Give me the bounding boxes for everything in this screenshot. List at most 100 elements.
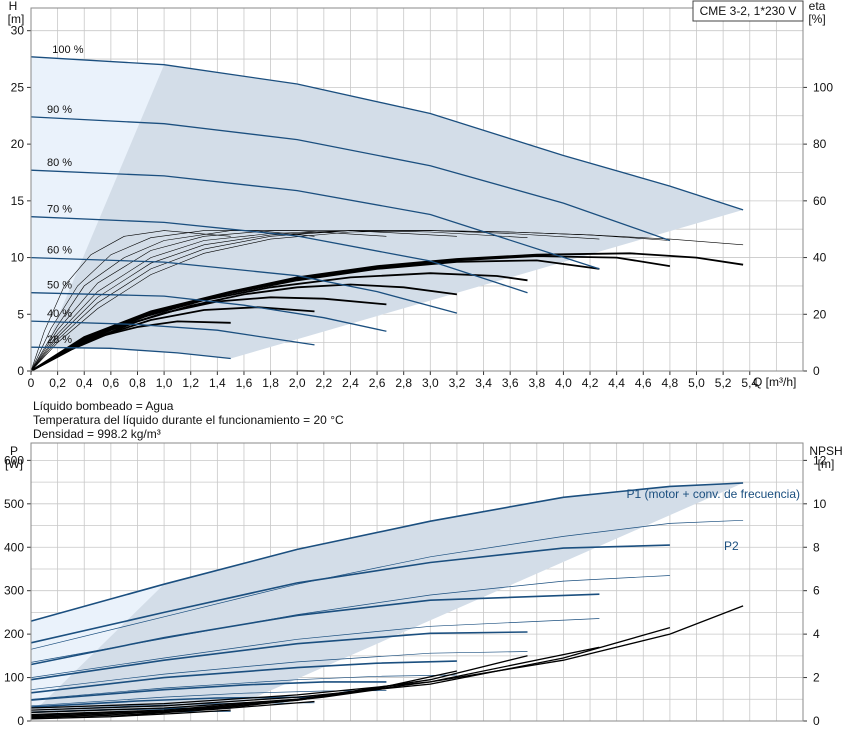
y2-tick-label: 2 <box>813 671 820 685</box>
x-tick-label: 3,6 <box>502 376 519 390</box>
x-axis-label: Q [m³/h] <box>753 375 796 389</box>
x-tick-label: 1,0 <box>156 376 173 390</box>
eta-partload-curve <box>30 230 231 372</box>
npsh-curve <box>30 687 387 718</box>
plot-frame <box>30 7 804 372</box>
p1-curve <box>30 593 600 666</box>
speed-label: 90 % <box>47 104 72 116</box>
speed-label: 40 % <box>47 308 72 320</box>
x-tick-label: 0 <box>28 376 35 390</box>
x-tick-label: 1,6 <box>236 376 253 390</box>
y2-axis-label: NPSH <box>809 444 842 458</box>
npsh-curve <box>30 709 231 720</box>
y-tick-label: 10 <box>11 251 25 265</box>
x-tick-label: 3,8 <box>528 376 545 390</box>
y2-axis-label: eta <box>809 0 826 13</box>
head-curve <box>30 169 600 270</box>
p1-curve <box>30 681 387 701</box>
eta-curve <box>30 320 231 372</box>
y-axis-unit: [m] <box>8 12 25 26</box>
eta-partload-curve <box>30 230 528 372</box>
x-tick-label: 4,0 <box>555 376 572 390</box>
p2-curve <box>30 618 600 678</box>
x-tick-label: 3,0 <box>422 376 439 390</box>
y-axis-label: H <box>9 0 18 13</box>
x-tick-label: 2,2 <box>315 376 332 390</box>
head-curve <box>30 292 387 332</box>
x-tick-label: 3,2 <box>449 376 466 390</box>
y-tick-label: 100 <box>4 671 24 685</box>
x-tick-label: 3,4 <box>475 376 492 390</box>
y-tick-label: 15 <box>11 194 25 208</box>
model-label-box: CME 3-2, 1*230 V <box>692 0 804 22</box>
eta-partload-curve <box>30 230 387 372</box>
x-tick-label: 5,4 <box>741 376 758 390</box>
p1-label: P1 (motor + conv. de frecuencia) <box>626 487 800 501</box>
speed-label: 80 % <box>47 157 72 169</box>
power-plot: 0 100 200 300 400 500 600 0 2 4 6 8 10 12 P[W] NPSH[m] P… <box>4 442 843 728</box>
y2-tick-label: 100 <box>813 80 833 94</box>
y2-tick-label: 20 <box>813 307 827 321</box>
speed-label: 70 % <box>47 204 72 216</box>
model-label: CME 3-2, 1*230 V <box>700 4 797 18</box>
y-tick-label: 300 <box>4 584 24 598</box>
y-tick-label: 25 <box>11 80 25 94</box>
info-fluid: Líquido bombeado = Agua <box>33 399 174 413</box>
eta-partload-curve <box>30 230 670 372</box>
p1-curve <box>30 631 528 681</box>
y-axis-label: P <box>10 444 18 458</box>
head-curve <box>30 216 528 294</box>
y2-tick-label: 60 <box>813 194 827 208</box>
eta-curve <box>30 255 671 372</box>
y-tick-label: 5 <box>17 307 24 321</box>
p2-label: P2 <box>724 539 739 553</box>
y-tick-label: 500 <box>4 497 24 511</box>
head-curve <box>30 320 315 346</box>
low-flow-area <box>31 56 165 371</box>
plot-frame <box>30 442 804 722</box>
head-plot: 0 5 10 15 20 25 30 0 20 40 60 80 100 0 0,2 0,4 0,6 0,8 1,0… <box>8 0 834 390</box>
eta-partload-curve <box>30 230 600 372</box>
npsh-curve <box>30 655 528 716</box>
y2-axis-unit: [m] <box>818 457 835 471</box>
p2-curve <box>30 519 744 650</box>
x-tick-label: 0,2 <box>49 376 66 390</box>
y2-tick-label: 0 <box>813 364 820 378</box>
operating-area <box>31 56 744 359</box>
y-tick-label: 20 <box>11 137 25 151</box>
y-tick-label: 600 <box>4 453 24 467</box>
y-axis-unit: [W] <box>5 457 23 471</box>
x-tick-label: 0,8 <box>129 376 146 390</box>
p1-curve <box>30 482 744 622</box>
p2-curve <box>30 674 457 700</box>
power-low-flow-area <box>31 584 165 713</box>
x-tick-label: 5,0 <box>688 376 705 390</box>
x-tick-label: 4,2 <box>582 376 599 390</box>
y-tick-label: 30 <box>11 24 25 38</box>
y2-tick-label: 12 <box>813 453 827 467</box>
x-tick-label: 0,4 <box>76 376 93 390</box>
x-tick-label: 1,4 <box>209 376 226 390</box>
y2-tick-label: 8 <box>813 540 820 554</box>
head-curve <box>30 256 458 314</box>
y-tick-label: 0 <box>17 364 24 378</box>
y2-tick-label: 0 <box>813 714 820 728</box>
speed-label: 50 % <box>47 280 72 292</box>
info-temperature: Temperatura del líquido durante el funci… <box>33 413 344 427</box>
x-tick-label: 2,0 <box>289 376 306 390</box>
x-tick-label: 2,6 <box>369 376 386 390</box>
y2-axis-unit: [%] <box>808 12 825 26</box>
x-tick-label: 1,2 <box>182 376 199 390</box>
p1-curve <box>30 660 457 694</box>
x-tick-label: 2,8 <box>395 376 412 390</box>
y2-tick-label: 40 <box>813 251 827 265</box>
info-density: Densidad = 998.2 kg/m³ <box>33 427 161 441</box>
x-tick-label: 2,4 <box>342 376 359 390</box>
x-tick-label: 4,6 <box>635 376 652 390</box>
x-tick-label: 0,6 <box>103 376 120 390</box>
head-curve <box>30 116 671 242</box>
head-curve <box>30 346 231 360</box>
y-tick-label: 0 <box>17 714 24 728</box>
y-tick-label: 200 <box>4 627 24 641</box>
